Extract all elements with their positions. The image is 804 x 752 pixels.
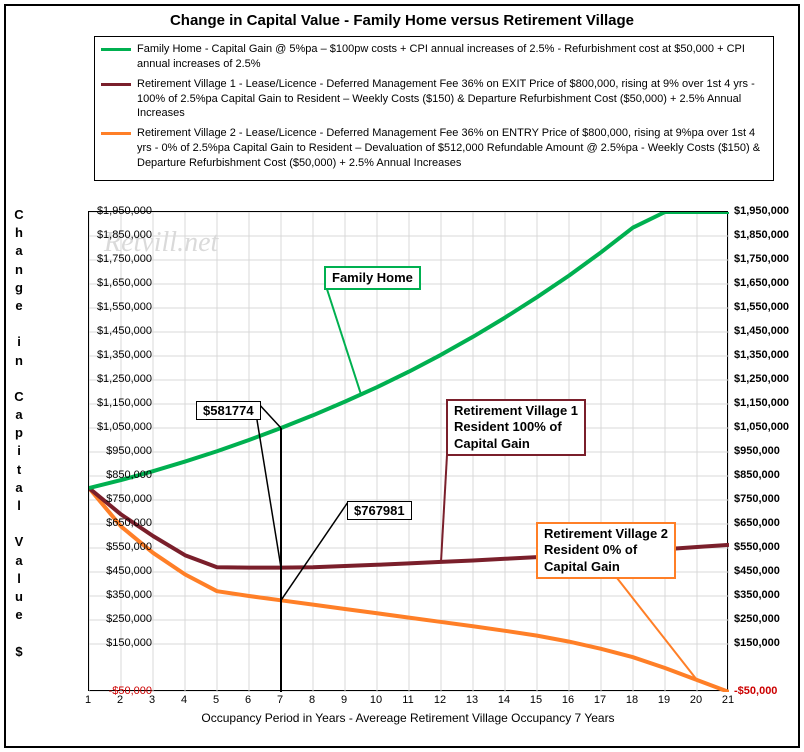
legend-text-rv1: Retirement Village 1 - Lease/Licence - D… [137, 77, 767, 122]
callout-rv2-line3: Capital Gain [544, 559, 620, 574]
y-tick-right: $850,000 [734, 469, 780, 481]
chart-frame: Change in Capital Value - Family Home ve… [4, 4, 800, 748]
y-tick-right: $1,150,000 [734, 397, 789, 409]
y-tick-right: $1,850,000 [734, 229, 789, 241]
y-tick-left: $250,000 [106, 613, 152, 625]
y-tick-right: $250,000 [734, 613, 780, 625]
y-tick-right: $1,750,000 [734, 253, 789, 265]
x-tick: 18 [626, 694, 638, 706]
callout-rv2-line2: Resident 0% of [544, 542, 637, 557]
y-tick-left: $1,850,000 [97, 229, 152, 241]
y-tick-left: $650,000 [106, 517, 152, 529]
y-tick-right: $950,000 [734, 445, 780, 457]
y-tick-left: $1,350,000 [97, 349, 152, 361]
y-tick-left: $450,000 [106, 565, 152, 577]
y-tick-right: $550,000 [734, 541, 780, 553]
y-tick-right: $1,450,000 [734, 325, 789, 337]
y-tick-left: $550,000 [106, 541, 152, 553]
y-axis-label: Change in Capital Value $ [12, 206, 26, 661]
x-tick: 10 [370, 694, 382, 706]
legend-text-fh: Family Home - Capital Gain @ 5%pa – $100… [137, 42, 767, 72]
y-tick-right: $350,000 [734, 589, 780, 601]
legend-swatch-rv2 [101, 132, 131, 135]
y-tick-left: -$50,000 [109, 685, 152, 697]
x-tick: 19 [658, 694, 670, 706]
x-tick: 20 [690, 694, 702, 706]
legend-item: Retirement Village 1 - Lease/Licence - D… [101, 77, 767, 122]
y-tick-right: $1,650,000 [734, 277, 789, 289]
callout-rv1-line1: Retirement Village 1 [454, 403, 578, 418]
legend-item: Family Home - Capital Gain @ 5%pa – $100… [101, 42, 767, 72]
y-tick-right: $1,950,000 [734, 205, 789, 217]
x-tick: 16 [562, 694, 574, 706]
y-tick-right: $1,550,000 [734, 301, 789, 313]
chart-title: Change in Capital Value - Family Home ve… [6, 6, 798, 33]
y-tick-right: $1,050,000 [734, 421, 789, 433]
x-tick: 11 [402, 694, 413, 706]
y-tick-right: $750,000 [734, 493, 780, 505]
callout-family-home: Family Home [324, 266, 421, 290]
y-tick-left: $350,000 [106, 589, 152, 601]
x-tick: 4 [181, 694, 187, 706]
x-axis-label: Occupancy Period in Years - Avereage Ret… [88, 711, 728, 725]
callout-rv1-line3: Capital Gain [454, 436, 530, 451]
legend-text-rv2: Retirement Village 2 - Lease/Licence - D… [137, 126, 767, 171]
y-tick-left: $1,150,000 [97, 397, 152, 409]
callout-rv1: Retirement Village 1 Resident 100% of Ca… [446, 399, 586, 456]
y-tick-right: $1,350,000 [734, 349, 789, 361]
y-tick-left: $950,000 [106, 445, 152, 457]
x-tick: 5 [213, 694, 219, 706]
x-tick: 3 [149, 694, 155, 706]
x-tick: 7 [277, 694, 283, 706]
legend-item: Retirement Village 2 - Lease/Licence - D… [101, 126, 767, 171]
y-tick-left: $1,950,000 [97, 205, 152, 217]
legend-swatch-rv1 [101, 83, 131, 86]
callout-rv2: Retirement Village 2 Resident 0% of Capi… [536, 522, 676, 579]
legend-swatch-fh [101, 48, 131, 51]
y-tick-left: $850,000 [106, 469, 152, 481]
callout-fh-text: Family Home [332, 270, 413, 285]
x-tick: 21 [722, 694, 734, 706]
y-tick-right: $150,000 [734, 637, 780, 649]
value-callout-2: $767981 [347, 501, 412, 520]
y-tick-left: $1,250,000 [97, 373, 152, 385]
y-tick-left: $150,000 [106, 637, 152, 649]
y-tick-left: $1,650,000 [97, 277, 152, 289]
y-tick-right: $450,000 [734, 565, 780, 577]
y-tick-right: $1,250,000 [734, 373, 789, 385]
x-tick: 12 [434, 694, 446, 706]
x-tick: 9 [341, 694, 347, 706]
value-callout-1: $581774 [196, 401, 261, 420]
x-tick: 1 [85, 694, 91, 706]
legend: Family Home - Capital Gain @ 5%pa – $100… [94, 36, 774, 181]
y-tick-left: $750,000 [106, 493, 152, 505]
y-tick-left: $1,750,000 [97, 253, 152, 265]
x-tick: 15 [530, 694, 542, 706]
y-tick-right: -$50,000 [734, 685, 777, 697]
x-tick: 8 [309, 694, 315, 706]
x-tick: 17 [594, 694, 606, 706]
x-tick: 2 [117, 694, 123, 706]
y-tick-left: $1,050,000 [97, 421, 152, 433]
y-tick-left: $1,550,000 [97, 301, 152, 313]
x-tick: 6 [245, 694, 251, 706]
x-tick: 14 [498, 694, 510, 706]
callout-rv2-line1: Retirement Village 2 [544, 526, 668, 541]
y-tick-right: $650,000 [734, 517, 780, 529]
y-tick-left: $1,450,000 [97, 325, 152, 337]
callout-rv1-line2: Resident 100% of [454, 419, 562, 434]
x-tick: 13 [466, 694, 478, 706]
